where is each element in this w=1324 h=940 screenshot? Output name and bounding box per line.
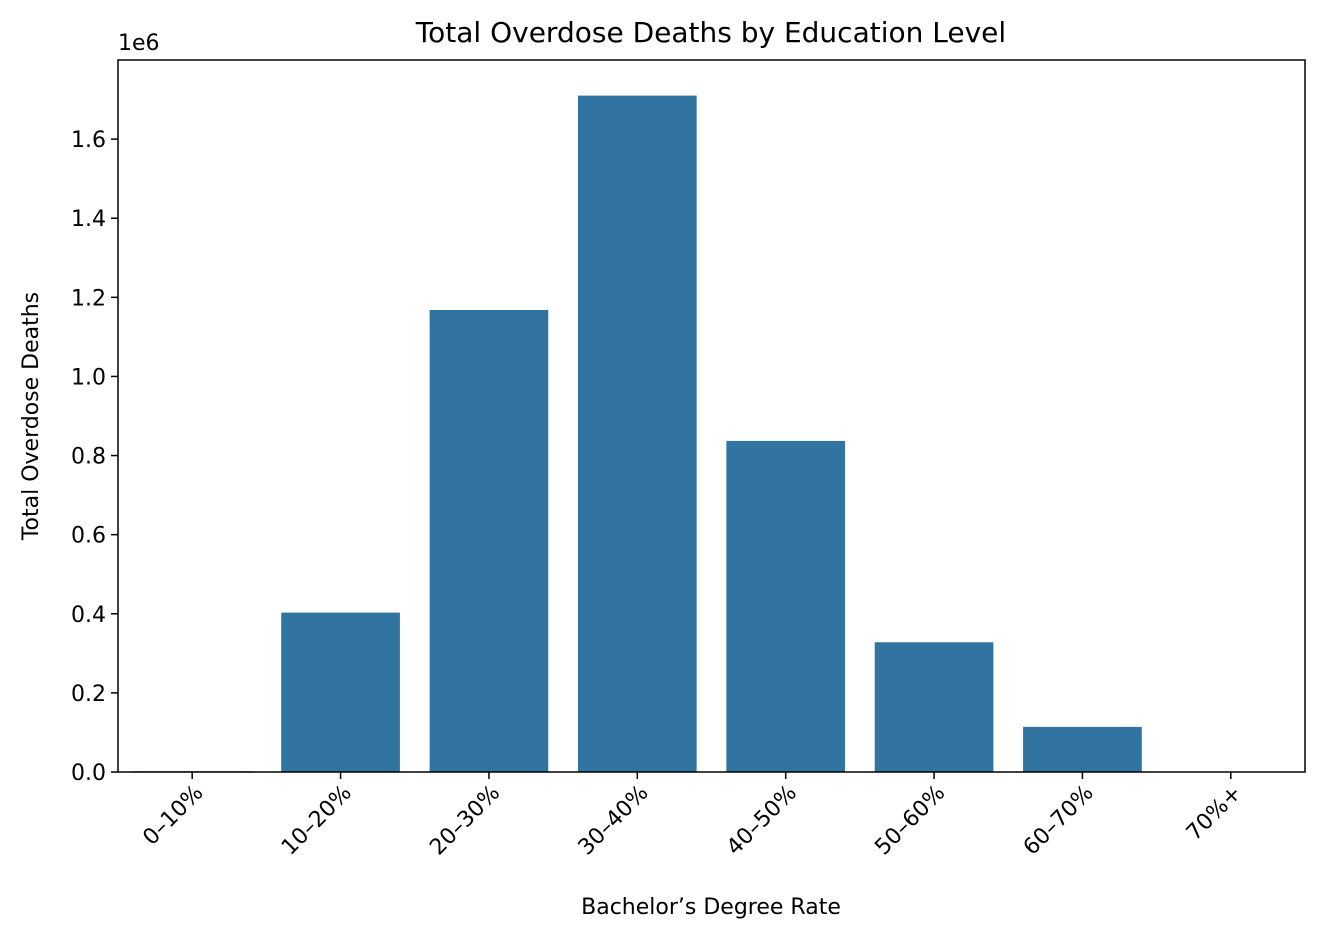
y-tick-label: 0.6 bbox=[71, 524, 106, 549]
x-tick-label: 30–40% bbox=[574, 781, 654, 861]
y-tick-label: 1.6 bbox=[71, 128, 106, 153]
x-tick-label: 50–60% bbox=[870, 781, 950, 861]
x-tick-label: 60–70% bbox=[1019, 781, 1099, 861]
y-axis-ticks: 0.0 0.2 0.4 0.6 0.8 1.0 1.2 1.4 1.6 bbox=[71, 128, 118, 786]
bar-6 bbox=[1023, 726, 1142, 772]
bar-5 bbox=[874, 642, 994, 772]
x-tick-label: 40–50% bbox=[722, 781, 802, 861]
bar-2 bbox=[429, 309, 549, 772]
x-axis-label: Bachelor’s Degree Rate bbox=[581, 895, 841, 920]
x-tick-label: 70%+ bbox=[1182, 781, 1247, 846]
x-tick-label: 20–30% bbox=[425, 781, 505, 861]
bars-group bbox=[132, 95, 1291, 773]
y-tick-label: 0.2 bbox=[71, 682, 106, 707]
x-axis-ticks: 0–10% 10–20% 20–30% 30–40% 40–50% 50–60% 60–70… bbox=[138, 772, 1247, 860]
y-tick-label: 1.2 bbox=[71, 286, 106, 311]
y-tick-label: 0.8 bbox=[71, 445, 106, 470]
y-tick-label: 0.0 bbox=[71, 761, 106, 786]
x-tick-label: 10–20% bbox=[277, 781, 357, 861]
bar-4 bbox=[726, 440, 846, 772]
y-tick-label: 0.4 bbox=[71, 603, 106, 628]
y-tick-label: 1.4 bbox=[71, 207, 106, 232]
bar-1 bbox=[281, 612, 400, 772]
bar-3 bbox=[577, 95, 697, 773]
plot-frame bbox=[117, 59, 1306, 773]
y-axis-label: Total Overdose Deaths bbox=[19, 292, 44, 541]
y-tick-label: 1.0 bbox=[71, 365, 106, 390]
y-axis-offset-label: 1e6 bbox=[118, 31, 160, 56]
chart-title: Total Overdose Deaths by Education Level bbox=[415, 16, 1006, 49]
x-tick-label: 0–10% bbox=[138, 781, 208, 851]
